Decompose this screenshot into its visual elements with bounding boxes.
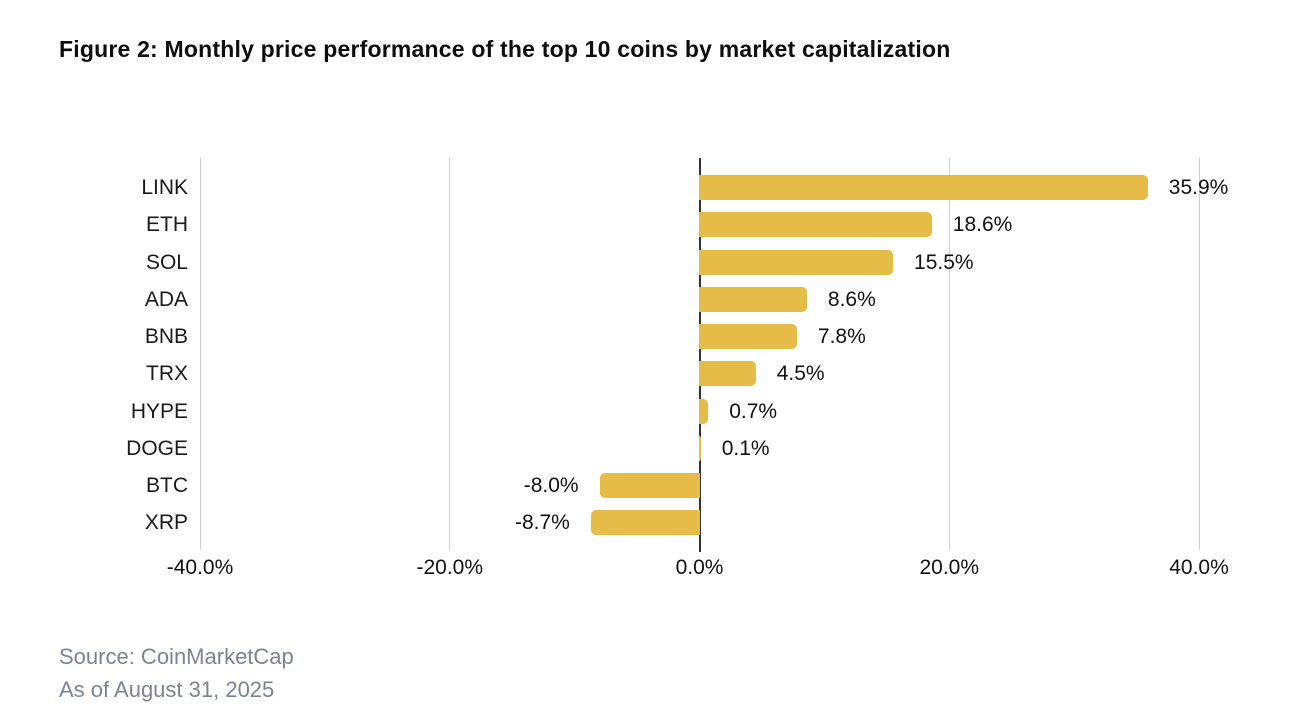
bar [698,286,807,312]
bar-value-label: 35.9% [1168,176,1229,199]
gridline [199,158,201,550]
x-axis-tick-label: -20.0% [416,556,484,579]
y-axis-label: DOGE [126,436,188,460]
gridline [1198,158,1200,550]
source-line: Source: CoinMarketCap [59,644,294,669]
bar-value-label: 18.6% [952,213,1013,237]
y-axis-label: TRX [146,362,188,386]
gridline [449,158,451,550]
figure-title: Figure 2: Monthly price performance of t… [59,36,951,62]
x-axis-tick-label: -40.0% [166,556,234,579]
x-axis-tick-label: 40.0% [1169,556,1229,579]
bar-value-label: 8.6% [827,287,876,311]
bar [698,398,709,424]
bar-value-label: 7.8% [817,325,866,348]
y-axis-label: ETH [146,213,188,237]
bar [599,473,701,498]
y-axis-label: XRP [144,511,188,535]
y-axis-label: SOL [145,250,188,274]
bar [698,435,701,461]
bar [698,361,756,387]
bar [698,212,932,238]
x-axis-tick-label: 0.0% [675,556,724,579]
bar-value-label: 0.1% [721,436,770,460]
bar [698,175,1148,200]
bar [698,249,894,275]
bar-value-label: -8.0% [523,474,579,497]
bar-value-label: 0.7% [729,399,778,423]
y-axis-label: BTC [146,474,188,497]
y-axis-label: ADA [144,287,188,311]
bar-value-label: 4.5% [776,362,825,386]
asof-line: As of August 31, 2025 [59,677,275,702]
y-axis-label: BNB [144,325,188,348]
y-axis-label: LINK [141,176,188,199]
bar [590,510,701,536]
x-axis-tick-label: 20.0% [919,556,980,579]
bar-value-label: -8.7% [515,511,570,535]
y-axis-label: HYPE [130,399,188,423]
bar [698,324,797,349]
zero-axis-line [698,158,701,552]
source-note: Source: CoinMarketCap As of August 31, 2… [59,640,294,706]
gridline [948,158,950,550]
bar-value-label: 15.5% [914,250,974,274]
